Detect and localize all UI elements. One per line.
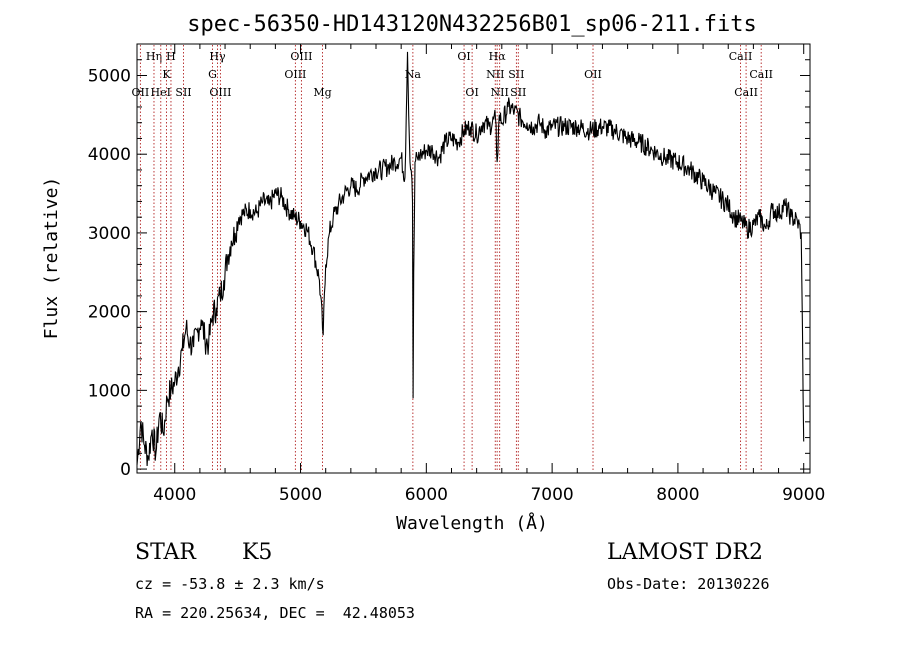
y-axis: 0 1000 2000 3000 4000 5000 [88,59,810,480]
marker-label-2: HeI [151,86,171,99]
marker-label-8: OIII [209,86,231,99]
y-tick-label-4: 4000 [88,145,131,165]
marker-label-5: SII [175,86,191,99]
redshift-readout: cz = -53.8 ± 2.3 km/s [135,575,325,593]
x-tick-label-4: 8000 [656,485,699,505]
marker-label-15: NII [486,68,504,81]
marker-label-20: OII [584,68,602,81]
spectrum-line [136,51,805,467]
marker-label-22: CaII [734,86,758,99]
spectrum-plot: spec-56350-HD143120N432256B01_sp06-211.f… [41,12,825,534]
marker-label-16: Hα [489,50,507,63]
marker-label-7: Hγ [209,50,226,63]
x-axis: 4000 5000 6000 7000 8000 9000 [153,44,825,505]
marker-label-14: OI [465,86,478,99]
y-tick-label-5: 5000 [88,66,131,86]
x-tick-label-0: 4000 [153,485,196,505]
observation-date: Obs-Date: 20130226 [607,575,770,593]
y-tick-label-0: 0 [120,460,131,480]
marker-label-13: OI [457,50,470,63]
marker-label-10: OIII [290,50,312,63]
y-tick-label-2: 2000 [88,303,131,323]
marker-label-21: CaII [729,50,753,63]
marker-label-3: K [162,68,171,81]
marker-label-19: SII [510,86,526,99]
marker-label-11: Mg [313,86,331,99]
x-axis-label: Wavelength (Å) [396,512,548,534]
object-subclass: K5 [242,540,273,565]
marker-label-23: CaII [749,68,773,81]
x-tick-label-2: 6000 [405,485,448,505]
chart-title: spec-56350-HD143120N432256B01_sp06-211.f… [187,12,757,37]
y-tick-label-1: 1000 [88,381,131,401]
y-axis-label: Flux (relative) [41,177,62,340]
object-type: STAR [135,540,196,565]
marker-label-0: OII [132,86,150,99]
marker-label-12: Na [405,68,422,81]
marker-label-18: SII [508,68,524,81]
plot-frame [136,43,811,474]
coordinates-readout: RA = 220.25634, DEC = 42.48053 [135,604,415,622]
survey-name: LAMOST DR2 [607,540,763,565]
marker-label-6: G [208,68,217,81]
marker-label-17: NII [491,86,509,99]
y-tick-label-3: 3000 [88,224,131,244]
marker-label-4: H [166,50,176,63]
x-tick-label-5: 9000 [782,485,825,505]
x-tick-label-3: 7000 [530,485,573,505]
marker-label-9: OIII [284,68,306,81]
x-tick-label-1: 5000 [279,485,322,505]
marker-label-1: Hη [146,50,162,63]
